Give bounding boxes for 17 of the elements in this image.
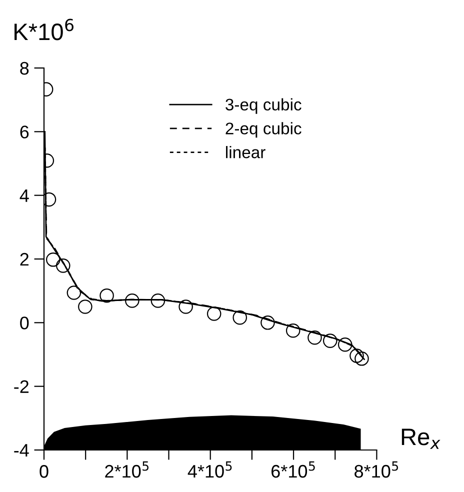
x-tick-label: 4*10$^{5}$ xyxy=(188,461,232,478)
y-tick-label: 4 xyxy=(20,189,29,202)
x-tick-label: 0 xyxy=(40,465,48,478)
x-axis-title: Re$_{x}$ xyxy=(402,428,440,449)
y-tick-label: -4 xyxy=(14,444,29,457)
x-tick-label: 2*10$^{5}$ xyxy=(105,461,149,478)
legend-label: linear xyxy=(226,146,266,158)
y-tick-label: 6 xyxy=(20,126,29,138)
y-tick-label: 2 xyxy=(20,252,29,266)
legend-label: 3-eq cubic xyxy=(226,98,302,114)
legend-label: 2-eq cubic xyxy=(226,122,302,138)
y-tick-label: 0 xyxy=(20,316,29,330)
y-tick-label: -2 xyxy=(14,380,29,393)
y-axis-title: K*10$^{6}$ xyxy=(14,18,74,40)
y-tick-label: 8 xyxy=(20,62,29,75)
x-tick-label: 8*10$^{5}$ xyxy=(354,461,398,478)
x-tick-label: 6*10$^{5}$ xyxy=(272,461,315,478)
